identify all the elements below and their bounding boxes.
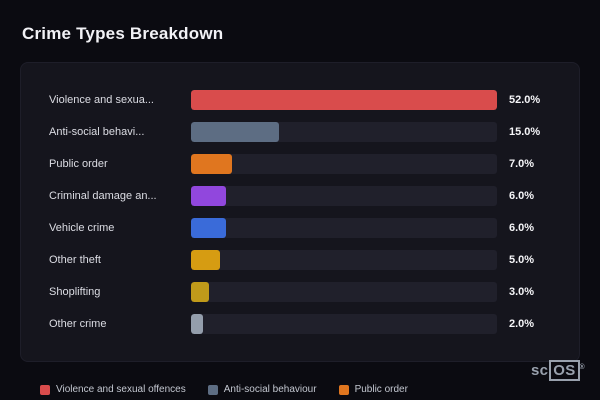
chart-row: Anti-social behavi... 15.0% — [49, 121, 551, 142]
legend-label: Violence and sexual offences — [56, 384, 186, 395]
bar[interactable] — [191, 250, 221, 271]
registered-mark: ® — [579, 364, 585, 371]
chart-row: Violence and sexua... 52.0% — [49, 89, 551, 110]
category-label: Public order — [49, 157, 108, 170]
chart-row: Other theft 5.0% — [49, 250, 551, 271]
legend-swatch — [207, 384, 218, 395]
bar-track — [191, 185, 497, 206]
legend-item[interactable]: Anti-social behaviour — [207, 384, 317, 395]
category-label: Anti-social behavi... — [49, 125, 145, 138]
legend-item[interactable]: Violence and sexual offences — [40, 384, 186, 395]
value-label: 7.0% — [509, 157, 535, 170]
bar[interactable] — [191, 185, 227, 206]
bar-track — [191, 282, 497, 303]
value-label: 2.0% — [509, 318, 535, 331]
bar-track — [191, 218, 497, 239]
category-label: Violence and sexua... — [49, 93, 154, 106]
category-label: Other theft — [49, 254, 101, 267]
category-label: Other crime — [49, 318, 107, 331]
bar[interactable] — [191, 89, 497, 110]
logo-prefix: sc — [530, 362, 549, 379]
legend-label: Public order — [354, 384, 408, 395]
bar[interactable] — [191, 153, 233, 174]
chart-row: Vehicle crime 6.0% — [49, 218, 551, 239]
bar-track — [191, 121, 497, 142]
bar[interactable] — [191, 121, 280, 142]
bar[interactable] — [191, 282, 209, 303]
legend-label: Anti-social behaviour — [223, 384, 317, 395]
bar-track — [191, 250, 497, 271]
chart-row: Shoplifting 3.0% — [49, 282, 551, 303]
bar[interactable] — [191, 218, 227, 239]
value-label: 6.0% — [509, 222, 535, 235]
bar-track — [191, 153, 497, 174]
value-label: 3.0% — [509, 286, 535, 299]
category-label: Vehicle crime — [49, 222, 115, 235]
value-label: 5.0% — [509, 254, 535, 267]
legend-item[interactable]: Public order — [338, 384, 408, 395]
bar-track — [191, 314, 497, 335]
category-label: Criminal damage an... — [49, 189, 157, 202]
page-title: Crime Types Breakdown — [22, 24, 224, 43]
chart-row: Other crime 2.0% — [49, 314, 551, 335]
value-label: 52.0% — [509, 93, 541, 106]
value-label: 6.0% — [509, 189, 535, 202]
legend-swatch — [40, 384, 50, 395]
chart-row: Criminal damage an... 6.0% — [49, 185, 551, 206]
value-label: 15.0% — [509, 125, 541, 138]
legend-swatch — [338, 384, 349, 395]
logo-box: OS — [549, 360, 580, 381]
chart-panel: Violence and sexua... 52.0% Anti-social be… — [20, 62, 580, 362]
chart-legend: Violence and sexual offences Anti-social … — [40, 384, 408, 395]
chart-row: Public order 7.0% — [49, 153, 551, 174]
bar[interactable] — [191, 314, 203, 335]
category-label: Shoplifting — [49, 286, 101, 299]
scos-logo: sc OS ® — [530, 360, 585, 381]
bar-track — [191, 89, 497, 110]
